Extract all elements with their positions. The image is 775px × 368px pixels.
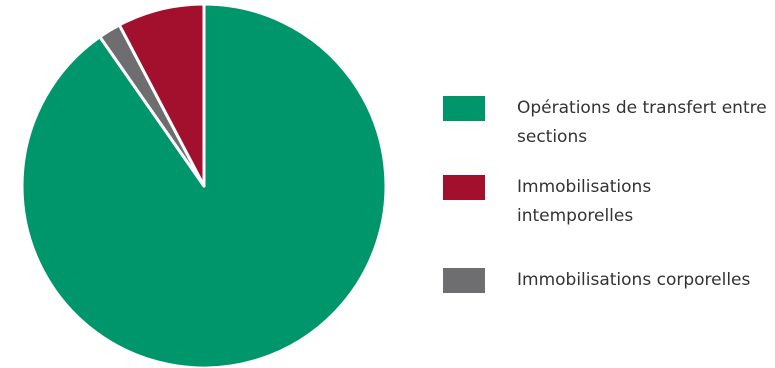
pie-slice-2 xyxy=(117,2,206,188)
legend-item-immobilisations-intemporelles: Immobilisations intemporelles xyxy=(443,173,773,231)
legend-label: Immobilisations intemporelles xyxy=(517,177,652,226)
legend-swatch xyxy=(443,268,485,293)
legend-swatch xyxy=(443,96,485,121)
legend-swatch xyxy=(443,175,485,200)
legend-item-operations-transfert: Opérations de transfert entre sections xyxy=(443,94,773,152)
legend-label: Opérations de transfert entre sections xyxy=(517,98,767,147)
legend-label: Immobilisations corporelles xyxy=(517,270,751,290)
legend-item-immobilisations-corporelles: Immobilisations corporelles xyxy=(443,266,773,295)
